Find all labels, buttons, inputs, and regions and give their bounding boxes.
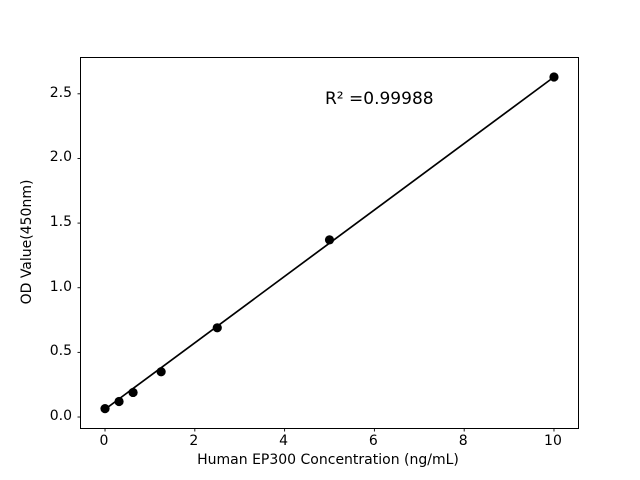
y-tick-label: 2.5 — [49, 84, 72, 101]
y-axis-label: OD Value(450nm) — [19, 179, 35, 305]
y-tick-label: 0.5 — [49, 343, 72, 360]
x-tick-label: 8 — [458, 433, 468, 449]
data-point-marker — [100, 404, 110, 414]
x-tick-label: 6 — [368, 433, 378, 449]
plot-area: R² =0.99988 — [77, 57, 579, 432]
x-tick-label: 2 — [189, 433, 199, 449]
data-point-marker — [212, 323, 222, 333]
y-tick-label: 0.0 — [49, 408, 72, 424]
y-tick-label: 1.0 — [49, 278, 72, 295]
data-point-marker — [549, 72, 559, 82]
x-tick-label: 4 — [279, 433, 289, 449]
data-point-marker — [128, 387, 138, 398]
x-axis-label: Human EP300 Concentration (ng/mL) — [197, 452, 459, 468]
y-tick-label: 2.0 — [49, 149, 72, 166]
x-tick-label: 0 — [99, 433, 109, 449]
standard-curve-plot — [77, 72, 559, 432]
r-squared-annotation: R² =0.99988 — [325, 89, 434, 109]
data-point-marker — [114, 396, 124, 407]
y-tick-label: 1.5 — [49, 214, 72, 231]
x-tick-label: 10 — [544, 433, 562, 449]
data-point-marker — [156, 367, 166, 377]
data-point-marker — [324, 235, 335, 245]
